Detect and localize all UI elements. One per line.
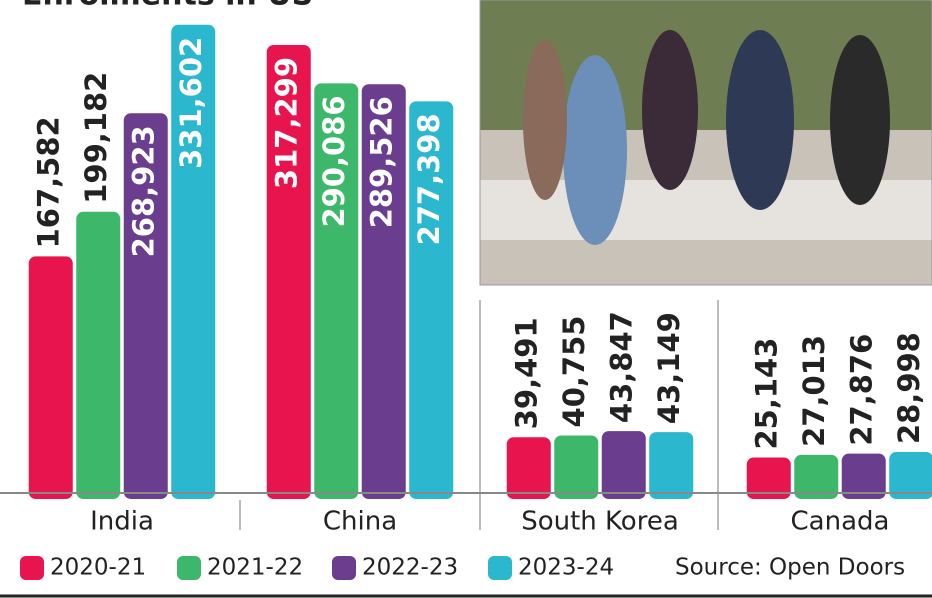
- bar: [601, 431, 646, 499]
- value-label: 331,602: [174, 37, 208, 169]
- value-label: 289,526: [365, 96, 399, 228]
- legend-swatch: [20, 556, 44, 580]
- x-tick-label: South Korea: [521, 507, 679, 537]
- bar: [649, 432, 694, 499]
- legend-swatch: [332, 556, 356, 580]
- bar: [794, 454, 839, 499]
- x-tick-label: India: [90, 507, 154, 537]
- legend-label: 2022-23: [362, 555, 458, 581]
- bar: [76, 211, 121, 499]
- value-label: 43,847: [605, 311, 639, 423]
- value-label: 290,086: [317, 95, 351, 227]
- legend-swatch: [488, 556, 512, 580]
- chart-title: Enrolments in US: [22, 0, 313, 13]
- bar: [266, 44, 311, 499]
- value-label: 25,143: [750, 338, 784, 450]
- value-label: 43,149: [652, 312, 686, 424]
- source: Source: Open Doors: [675, 555, 905, 581]
- x-tick-label: Canada: [791, 507, 890, 537]
- bar: [889, 452, 932, 499]
- value-label: 317,299: [270, 57, 304, 189]
- bar: [409, 101, 454, 500]
- bar: [361, 84, 406, 499]
- bar: [554, 435, 599, 499]
- value-label: 27,876: [845, 334, 879, 446]
- x-tick-label: China: [323, 507, 397, 537]
- bar: [123, 113, 168, 499]
- legend-swatch: [177, 556, 201, 580]
- value-label: 199,182: [79, 72, 113, 204]
- bar: [314, 83, 359, 499]
- bar: [746, 457, 791, 499]
- photo: [479, 0, 932, 286]
- value-label: 167,582: [32, 116, 66, 248]
- legend-label: 2020-21: [50, 555, 146, 581]
- bar: [28, 256, 73, 499]
- value-label: 28,998: [892, 332, 926, 444]
- value-label: 27,013: [797, 335, 831, 447]
- value-label: 268,923: [127, 125, 161, 257]
- value-label: 40,755: [557, 316, 591, 428]
- legend-label: 2021-22: [207, 555, 303, 581]
- value-label: 277,398: [412, 113, 446, 245]
- bar: [841, 453, 886, 499]
- bar: [506, 437, 551, 499]
- legend-label: 2023-24: [518, 555, 614, 581]
- value-label: 39,491: [510, 317, 544, 429]
- bar: [171, 24, 216, 500]
